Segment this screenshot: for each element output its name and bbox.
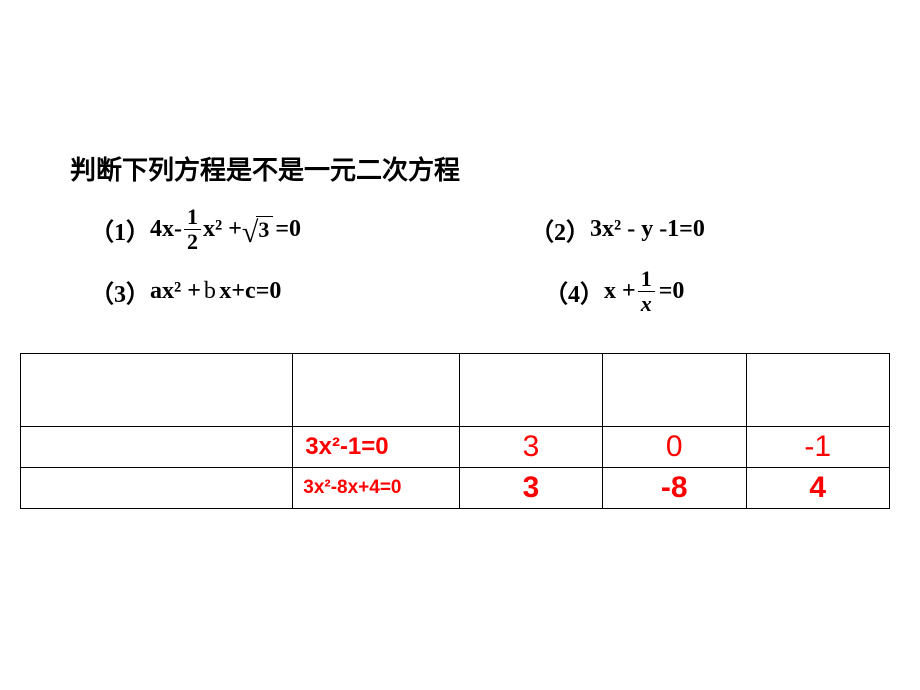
sqrt-symbol: √ (242, 221, 258, 245)
row2-c: 4 (746, 468, 890, 509)
frac-num: 1 (184, 206, 201, 229)
problem-3-label: （3） (90, 274, 150, 309)
coefficient-table: 3x²-1=0 3 0 -1 3x²-8x+4=0 3 -8 4 (20, 353, 890, 509)
table-row: 3x²-8x+4=0 3 -8 4 (21, 468, 890, 509)
frac-den-2: x (638, 291, 655, 315)
problem-1-part1: 4x- (150, 216, 182, 243)
problem-4-tb: =0 (659, 278, 685, 305)
problem-1-part2: x² + (203, 216, 242, 243)
sqrt-arg: 3 (256, 216, 273, 243)
problem-1-part3: =0 (275, 216, 301, 243)
header-cell-empty3 (459, 354, 602, 427)
header-cell-empty1 (21, 354, 293, 427)
header-cell-empty4 (603, 354, 746, 427)
header-cell-empty2 (293, 354, 460, 427)
problem-2-text: 3x² - y -1=0 (590, 216, 705, 243)
row1-eq: 3x²-1=0 (293, 427, 460, 468)
row1-name (21, 427, 293, 468)
problem-4-ta: x + (604, 278, 636, 305)
fraction-half: 1 2 (184, 206, 201, 253)
fraction-1x: 1 x (638, 268, 655, 315)
frac-den: 2 (184, 229, 201, 253)
sqrt-3: √ 3 (242, 216, 273, 243)
problem-3-ta: ax² + (150, 278, 201, 305)
problem-3-b: b (204, 278, 217, 305)
problem-3: （3） ax² + b x+c=0 (70, 267, 530, 315)
page-title: 判断下列方程是不是一元二次方程 (70, 150, 870, 187)
frac-num-2: 1 (638, 268, 655, 291)
row2-eq: 3x²-8x+4=0 (293, 468, 460, 509)
row1-a: 3 (459, 427, 602, 468)
problem-list: （1） 4x- 1 2 x² + √ 3 =0 （2） 3x² - y -1=0… (70, 205, 870, 329)
row2-name (21, 468, 293, 509)
problem-1: （1） 4x- 1 2 x² + √ 3 =0 (70, 205, 530, 253)
problem-1-label: （1） (90, 212, 150, 247)
problem-4: （4） x + 1 x =0 (530, 267, 870, 315)
row1-c: -1 (746, 427, 890, 468)
row2-a: 3 (459, 468, 602, 509)
header-cell-empty5 (746, 354, 890, 427)
problem-3-tb: x+c=0 (219, 278, 281, 305)
problem-2: （2） 3x² - y -1=0 (530, 205, 870, 253)
table-header-row (21, 354, 890, 427)
table-row: 3x²-1=0 3 0 -1 (21, 427, 890, 468)
row2-b: -8 (603, 468, 746, 509)
row1-b: 0 (603, 427, 746, 468)
problem-4-label: （4） (544, 274, 604, 309)
page-content: 判断下列方程是不是一元二次方程 （1） 4x- 1 2 x² + √ 3 =0 … (0, 0, 920, 509)
problem-2-label: （2） (530, 212, 590, 247)
